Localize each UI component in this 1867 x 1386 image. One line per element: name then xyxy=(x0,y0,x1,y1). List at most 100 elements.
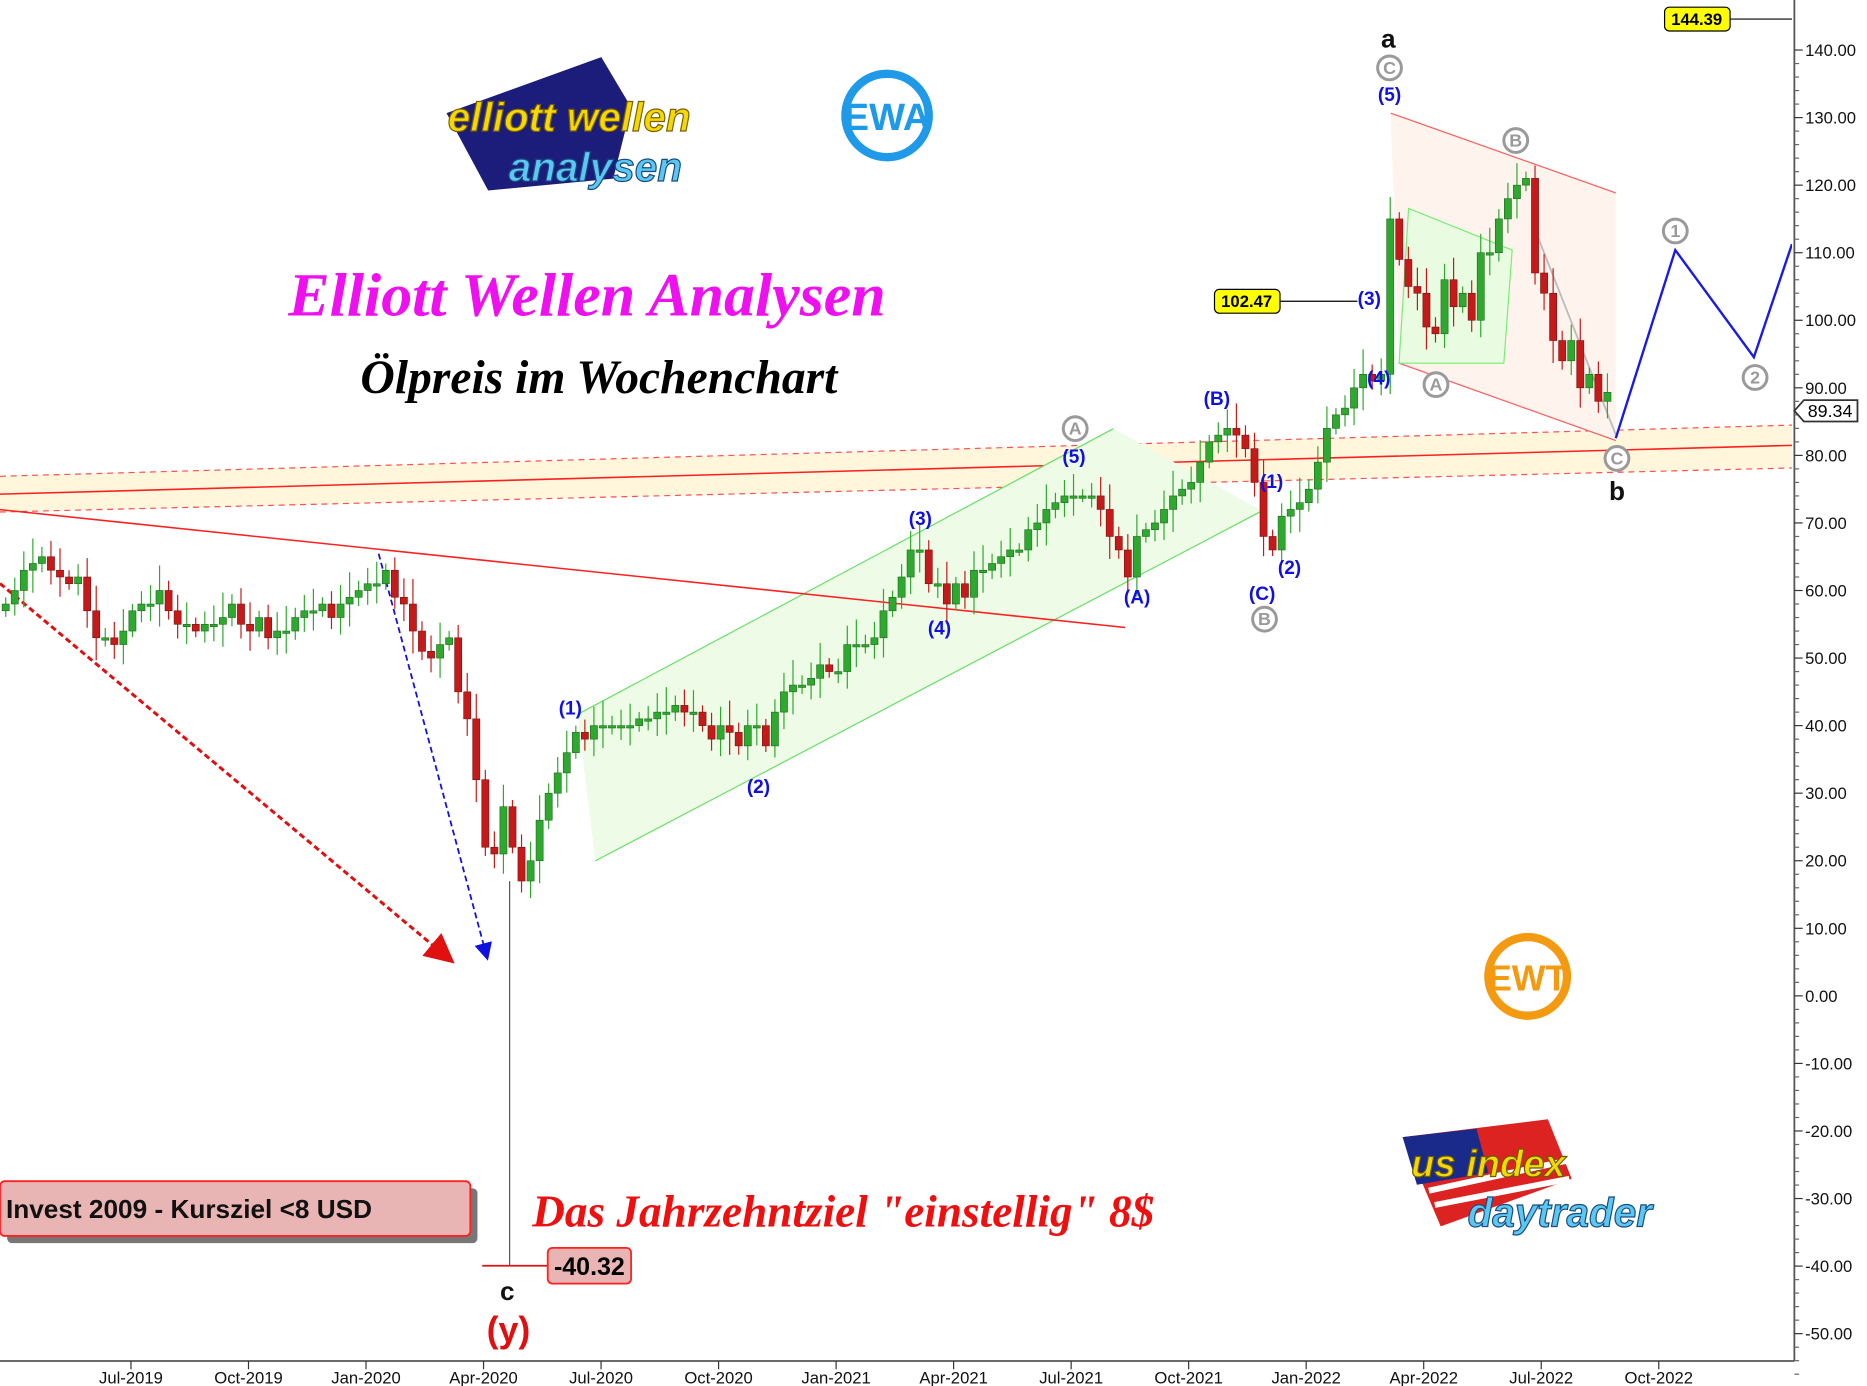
candle-body xyxy=(463,691,472,720)
candle-body xyxy=(752,725,761,729)
candle-body xyxy=(400,596,408,605)
candle-body xyxy=(74,576,82,585)
price-axis-bg xyxy=(1791,0,1867,1386)
y-tick-label: 30.00 xyxy=(1805,784,1847,803)
candle-body xyxy=(861,644,870,648)
candle-body xyxy=(580,732,589,740)
wave-4-2021: (4) xyxy=(928,619,951,640)
wave-4-top: (4) xyxy=(1367,369,1390,390)
x-tick-label: Apr-2021 xyxy=(919,1369,988,1386)
candle-body xyxy=(237,603,245,625)
candle-body xyxy=(490,846,499,855)
candle-body xyxy=(798,684,806,688)
candle-body xyxy=(1060,495,1069,503)
candle-body xyxy=(1576,340,1585,389)
candle-body xyxy=(318,603,327,612)
candle-body xyxy=(662,711,671,715)
candle-body xyxy=(1458,292,1467,308)
chart-title: Elliott Wellen Analysen xyxy=(287,262,885,330)
candle-body xyxy=(345,596,354,605)
candle-body xyxy=(327,603,336,618)
x-tick-label: Jul-2021 xyxy=(1039,1369,1103,1386)
svg-text:us index: us index xyxy=(1411,1143,1567,1185)
candle-body xyxy=(56,569,64,578)
candle-body xyxy=(1241,434,1250,449)
invest-box-label: Invest 2009 - Kursziel <8 USD xyxy=(6,1194,372,1224)
candle-body xyxy=(825,664,834,672)
extreme-low-box xyxy=(546,1246,632,1285)
candle-body xyxy=(390,569,399,598)
candle-body xyxy=(789,684,797,693)
candle-body xyxy=(1386,218,1395,375)
candle-body xyxy=(1250,448,1259,483)
x-tick-label: Jul-2020 xyxy=(569,1369,633,1386)
candle-body xyxy=(65,576,73,585)
candle-body xyxy=(544,792,553,821)
candle-body xyxy=(1,603,10,612)
y-tick-label: 80.00 xyxy=(1805,446,1847,465)
candle-body xyxy=(182,623,191,627)
candle-body xyxy=(83,576,92,612)
candle-body xyxy=(1223,428,1232,436)
candle-body xyxy=(1404,259,1413,287)
level-marker-label: 102.47 xyxy=(1221,292,1272,311)
wave-B-2021: (B) xyxy=(1204,389,1230,410)
y-tick-label: 130.00 xyxy=(1805,109,1856,128)
wave-5-top: (5) xyxy=(1378,85,1401,106)
candle-body xyxy=(1006,549,1015,558)
band-center-line xyxy=(0,444,1793,495)
y-tick-label: 50.00 xyxy=(1805,649,1847,668)
candle-body xyxy=(1169,495,1177,510)
candle-body xyxy=(1069,495,1078,499)
wave-y: (y) xyxy=(487,1310,531,1350)
candle-body xyxy=(771,711,779,747)
candle-body xyxy=(1422,292,1431,328)
candle-body xyxy=(246,623,254,632)
candle-body xyxy=(1232,428,1241,436)
candle-body xyxy=(924,549,933,585)
svg-text:EWT: EWT xyxy=(1488,959,1568,999)
candle-body xyxy=(1205,441,1214,463)
circled-2-projection: 2 xyxy=(1741,364,1769,391)
y-tick-label: 0.00 xyxy=(1805,987,1837,1006)
candle-body xyxy=(1178,488,1186,497)
candle-body xyxy=(1087,495,1096,499)
candle-body xyxy=(870,637,879,645)
y-tick-label: -20.00 xyxy=(1805,1122,1852,1141)
x-tick-label: Jan-2022 xyxy=(1271,1369,1340,1386)
svg-text:2: 2 xyxy=(1750,367,1760,387)
y-tick-label: 90.00 xyxy=(1805,379,1847,398)
candle-body xyxy=(1313,461,1322,490)
candle-body xyxy=(92,610,101,639)
candle-body xyxy=(1531,178,1539,274)
candle-body xyxy=(336,603,345,618)
x-tick-label: Oct-2022 xyxy=(1624,1369,1693,1386)
candle-body xyxy=(209,623,218,627)
candle-body xyxy=(300,610,309,618)
target-text: Das Jahrzehntziel "einstellig" 8$ xyxy=(531,1186,1154,1236)
candle-body xyxy=(1540,272,1548,294)
circled-A-2022: A xyxy=(1422,371,1450,399)
invest-box xyxy=(0,1180,472,1237)
candle-body xyxy=(255,617,263,632)
candle-body xyxy=(1513,184,1521,199)
x-tick-label: Apr-2020 xyxy=(449,1369,518,1386)
y-tick-label: 20.00 xyxy=(1805,852,1847,871)
candle-body xyxy=(1359,374,1367,389)
wave-3-top: (3) xyxy=(1358,289,1381,310)
candle-body xyxy=(1485,252,1494,256)
candle-body xyxy=(1160,509,1168,524)
candle-body xyxy=(1558,340,1567,362)
candle-body xyxy=(933,583,942,587)
green-channel xyxy=(577,428,1263,861)
candle-body xyxy=(273,630,282,639)
x-tick-label: Oct-2021 xyxy=(1154,1369,1223,1386)
channel-lower xyxy=(595,510,1263,862)
time-axis: Jul-2019 Oct-2019 Jan-2020 Apr-2020 Jul-2020… xyxy=(99,1360,1693,1386)
candle-body xyxy=(1105,509,1114,537)
candle-body xyxy=(816,664,825,679)
candle-body xyxy=(1494,218,1503,254)
candle-body xyxy=(1549,292,1558,341)
candle-body xyxy=(988,563,996,571)
candle-body xyxy=(1395,218,1404,260)
